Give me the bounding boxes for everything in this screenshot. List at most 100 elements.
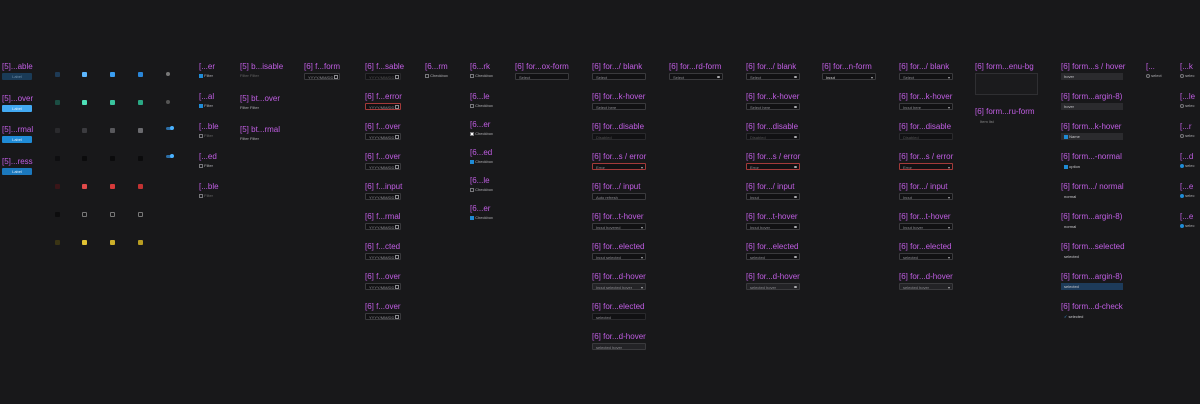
password-field[interactable]: Input [746, 193, 800, 200]
dropdown-field[interactable]: selected ▾ [899, 253, 953, 260]
date-field-hover[interactable]: YYYY/MM/DD [365, 133, 401, 140]
dropdown-field[interactable]: Input hover ▾ [899, 223, 953, 230]
variant-title: [6] form.../ normal [1061, 182, 1124, 191]
date-field-input[interactable]: YYYY/MM/DD [365, 193, 401, 200]
checkbox[interactable]: Checkbox [470, 159, 493, 164]
menu-item-check[interactable]: ✓ selected [1064, 314, 1084, 319]
variant-title: [6...er [470, 204, 491, 213]
select-field[interactable]: Select [515, 73, 569, 80]
date-field-error[interactable]: YYYY/MM/DD [365, 103, 401, 110]
dropdown-field[interactable]: Input here ▾ [899, 103, 953, 110]
variant-title: [6] for...disable [592, 122, 645, 131]
variant-title: [...r [1180, 122, 1192, 131]
filter-chip[interactable]: Filter [199, 193, 213, 198]
radio-option[interactable]: select [1146, 73, 1162, 78]
menu-item-check[interactable]: option [1061, 163, 1123, 170]
checkbox[interactable]: Checkbox [470, 187, 493, 192]
password-field[interactable]: Select [669, 73, 723, 80]
checkbox[interactable]: Checkbox [470, 215, 493, 220]
dropdown-field[interactable]: Disabled [899, 133, 953, 140]
chip-group[interactable]: Filter Filter [240, 136, 259, 141]
menu-item[interactable]: selected [1064, 254, 1079, 259]
button-pressed[interactable]: Label [2, 168, 32, 175]
select-field[interactable]: Auto refresh [592, 193, 646, 200]
checkbox[interactable]: Checkbox [425, 73, 448, 78]
password-field[interactable]: Select [746, 73, 800, 80]
button-hover[interactable]: Label [2, 105, 32, 112]
button-disabled[interactable]: Label [2, 73, 32, 80]
dropdown-field[interactable]: selected hover ▾ [899, 283, 953, 290]
password-field[interactable]: selected hover [746, 283, 800, 290]
menu-item[interactable]: normal [1064, 194, 1077, 199]
swatch-icon [55, 212, 60, 217]
checkbox[interactable]: Checkbox [470, 103, 493, 108]
menu-item[interactable]: normal [1064, 224, 1077, 229]
select-field[interactable]: Select here [592, 103, 646, 110]
variant-title: [6] for...k-hover [746, 92, 800, 101]
toggle-switch[interactable] [166, 126, 174, 130]
menu-item-check[interactable]: Name [1061, 133, 1123, 140]
password-field[interactable]: Select here [746, 103, 800, 110]
variant-title: [6] for...k-hover [899, 92, 953, 101]
date-field-selected[interactable]: YYYY/MM/DD [365, 253, 401, 260]
variant-title: [...er [199, 62, 216, 71]
radio-option[interactable]: selec [1180, 193, 1194, 198]
select-field[interactable]: selected [592, 313, 646, 320]
swatch-icon [55, 240, 60, 245]
variant-title: [6] for...elected [592, 302, 645, 311]
select-field[interactable]: Input selected hover ▾ [592, 283, 646, 290]
filter-chip[interactable]: Filter [199, 163, 213, 168]
swatch-icon [55, 128, 60, 133]
select-field[interactable]: Input selected ▾ [592, 253, 646, 260]
swatch-icon [138, 240, 143, 245]
radio-option[interactable]: selec [1180, 163, 1194, 168]
filter-chip[interactable]: Filter [199, 133, 213, 138]
select-field[interactable]: selected hover [592, 343, 646, 350]
radio-option[interactable]: selec [1180, 103, 1194, 108]
select-field[interactable]: Disabled [592, 133, 646, 140]
checkbox[interactable]: Checkbox [470, 73, 493, 78]
swatch-icon [110, 240, 115, 245]
button-normal[interactable]: Label [2, 136, 32, 143]
chip-group[interactable]: Filter Filter [240, 73, 259, 78]
date-field-disabled[interactable]: YYYY/MM/DD [365, 73, 401, 80]
date-field-hover[interactable]: YYYY/MM/DD [365, 163, 401, 170]
dropdown-field[interactable]: Select ▾ [899, 73, 953, 80]
swatch-icon [138, 72, 143, 77]
variant-title: [6] for.../ input [746, 182, 795, 191]
date-field[interactable]: YYYY/MM/DD [304, 73, 340, 80]
dropdown-field[interactable]: Error ▾ [899, 163, 953, 170]
password-field[interactable]: Disabled [746, 133, 800, 140]
select-field[interactable]: Select [592, 73, 646, 80]
radio-option[interactable]: selec [1180, 133, 1194, 138]
date-field-normal[interactable]: YYYY/MM/DD [365, 223, 401, 230]
menu-item[interactable]: hover [1061, 73, 1123, 80]
variant-title: [...d [1180, 152, 1194, 161]
date-field-hover[interactable]: YYYY/MM/DD [365, 313, 401, 320]
variant-title: [6...le [470, 92, 490, 101]
variant-title: [6] f...over [365, 272, 401, 281]
variant-title: [...e [1180, 182, 1194, 191]
menu-item[interactable]: Item list [980, 119, 994, 124]
password-field[interactable]: selected [746, 253, 800, 260]
menu-item[interactable]: hover [1061, 103, 1123, 110]
variant-title: [6] for...ox-form [515, 62, 569, 71]
toggle-switch[interactable] [166, 154, 174, 158]
password-field[interactable]: Error [746, 163, 800, 170]
checkbox[interactable]: Checkbox [470, 131, 493, 136]
dropdown-field[interactable]: Input ▾ [822, 73, 876, 80]
variant-title: [6] for...s / error [899, 152, 954, 161]
filter-chip[interactable]: Filter [199, 73, 213, 78]
variant-title: [6] for...rd-form [669, 62, 722, 71]
filter-chip[interactable]: Filter [199, 103, 213, 108]
select-field[interactable]: Error ▾ [592, 163, 646, 170]
password-field[interactable]: Input hover [746, 223, 800, 230]
dropdown-field[interactable]: Input ▾ [899, 193, 953, 200]
variant-title: [...ble [199, 122, 219, 131]
radio-option[interactable]: selec [1180, 73, 1194, 78]
radio-option[interactable]: selec [1180, 223, 1194, 228]
menu-item[interactable]: selected [1061, 283, 1123, 290]
chip-group[interactable]: Filter Filter [240, 105, 259, 110]
select-field[interactable]: Input hovered ▾ [592, 223, 646, 230]
date-field-hover[interactable]: YYYY/MM/DD [365, 283, 401, 290]
